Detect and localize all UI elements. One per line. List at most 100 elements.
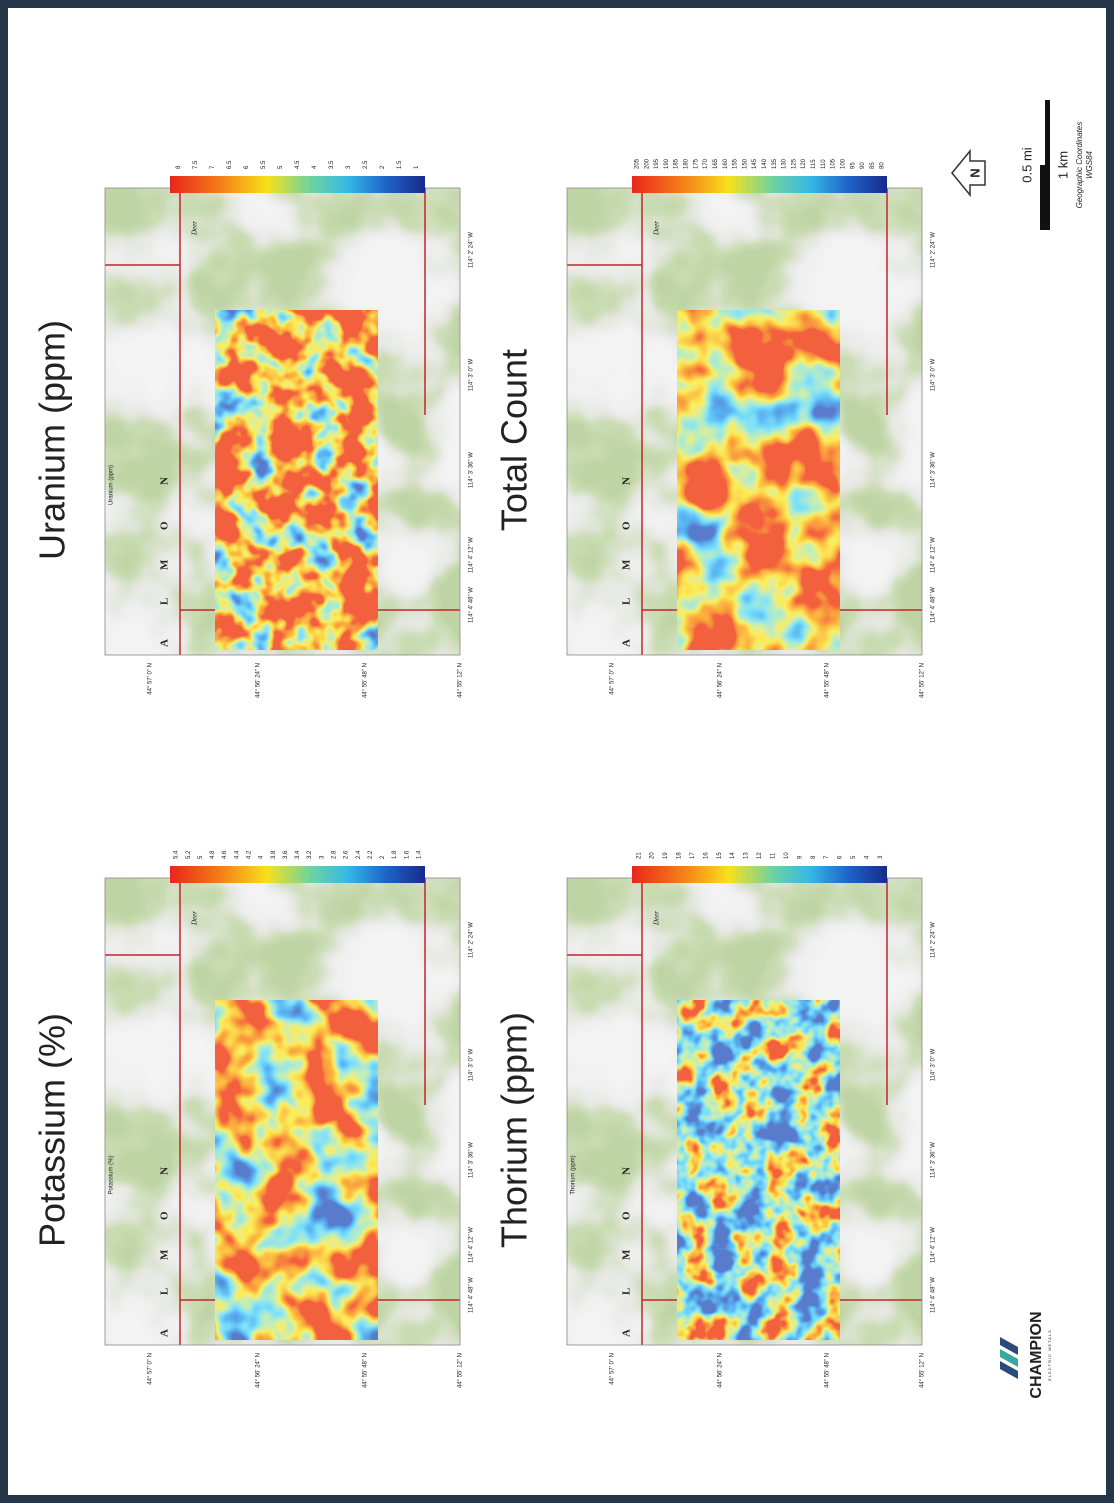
- place-label: Deer: [191, 221, 199, 236]
- colorbar-label: 3.5: [329, 160, 335, 169]
- longitude-label: 114° 3' 36" W: [931, 1142, 937, 1178]
- latitude-label: 44° 57' 0" N: [610, 1353, 616, 1385]
- colorbar-label: 18: [677, 852, 683, 859]
- map-letter: M: [621, 1249, 633, 1260]
- latitude-label: 44° 56' 24" N: [718, 1353, 724, 1388]
- colorbar-label: 140: [762, 158, 768, 169]
- colorbar-label: 16: [703, 852, 709, 859]
- colorbar-label: 6.5: [227, 160, 233, 169]
- longitude-label: 114° 3' 0" W: [469, 1048, 475, 1081]
- logo-tagline: ELECTRIC METALS: [1047, 1329, 1052, 1381]
- longitude-label: 114° 4' 48" W: [931, 1277, 937, 1313]
- scale-bar-segment: [1040, 100, 1045, 165]
- latitude-label: 44° 57' 0" N: [610, 663, 616, 695]
- place-label: Deer: [191, 911, 199, 926]
- colorbar-label: 3.2: [307, 850, 313, 859]
- colorbar-label: 85: [870, 162, 876, 169]
- colorbar-label: 13: [744, 852, 750, 859]
- colorbar-label: 2.4: [356, 850, 362, 859]
- map-letter: O: [159, 1211, 171, 1220]
- place-label: Deer: [653, 221, 661, 236]
- colorbar-label: 7.5: [193, 160, 199, 169]
- map-subtitle: Thorium (ppm): [571, 1155, 577, 1194]
- map-letter: N: [159, 477, 171, 485]
- colorbar-label: 100: [840, 158, 846, 169]
- longitude-label: 114° 3' 36" W: [469, 452, 475, 488]
- colorbar-label: 2.2: [368, 850, 374, 859]
- map-letter: A: [159, 639, 171, 647]
- map-letter: L: [159, 1288, 171, 1295]
- map-letter: N: [621, 477, 633, 485]
- colorbar-label: 190: [664, 158, 670, 169]
- colorbar-label: 11: [770, 852, 776, 859]
- colorbar-label: 180: [684, 158, 690, 169]
- colorbar-label: 2.6: [344, 850, 350, 859]
- colorbar-label: 175: [693, 158, 699, 169]
- colorbar-label: 80: [880, 162, 886, 169]
- colorbar-label: 5.2: [186, 850, 192, 859]
- longitude-label: 114° 4' 48" W: [469, 1277, 475, 1313]
- map-letter: N: [621, 1167, 633, 1175]
- longitude-label: 114° 4' 48" W: [469, 587, 475, 623]
- colorbar-label: 155: [733, 158, 739, 169]
- longitude-label: 114° 4' 48" W: [931, 587, 937, 623]
- survey-heatmap: [215, 1000, 378, 1340]
- latitude-label: 44° 55' 12" N: [920, 663, 926, 698]
- colorbar-label: 15: [717, 852, 723, 859]
- longitude-label: 114° 2' 24" W: [931, 922, 937, 958]
- colorbar-label: 10: [784, 852, 790, 859]
- latitude-label: 44° 57' 0" N: [148, 1353, 154, 1385]
- longitude-label: 114° 3' 0" W: [469, 358, 475, 391]
- longitude-label: 114° 4' 12" W: [469, 1227, 475, 1263]
- colorbar-label: 3.4: [295, 850, 301, 859]
- map-letter: O: [159, 521, 171, 530]
- colorbar-label: 105: [831, 158, 837, 169]
- colorbar-label: 95: [850, 162, 856, 169]
- colorbar-label: 4.5: [295, 160, 301, 169]
- longitude-label: 114° 3' 0" W: [931, 358, 937, 391]
- colorbar-label: 1.5: [397, 160, 403, 169]
- colorbar-label: 5.4: [174, 850, 180, 859]
- colorbar-label: 90: [860, 162, 866, 169]
- place-label: Deer: [653, 911, 661, 926]
- colorbar-label: 150: [742, 158, 748, 169]
- panel-title: Uranium (ppm): [32, 320, 73, 560]
- page: N 0.5 mi 1 km Geographic Coordinates WGS…: [0, 0, 1114, 1503]
- longitude-label: 114° 2' 24" W: [469, 922, 475, 958]
- colorbar-label: 145: [752, 158, 758, 169]
- panel-title: Thorium (ppm): [494, 1012, 535, 1248]
- longitude-label: 114° 4' 12" W: [931, 537, 937, 573]
- colorbar-label: 160: [723, 158, 729, 169]
- latitude-label: 44° 56' 24" N: [256, 1353, 262, 1388]
- colorbar-label: 17: [690, 852, 696, 859]
- longitude-label: 114° 2' 24" W: [469, 232, 475, 268]
- map-letter: M: [159, 559, 171, 570]
- colorbar-label: 170: [703, 158, 709, 169]
- colorbar-label: 21: [636, 852, 642, 859]
- colorbar-label: 1.4: [417, 850, 423, 859]
- map-letter: O: [621, 521, 633, 530]
- colorbar-label: 2.5: [363, 160, 369, 169]
- colorbar-label: 120: [801, 158, 807, 169]
- latitude-label: 44° 55' 12" N: [458, 663, 464, 698]
- colorbar-label: 130: [782, 158, 788, 169]
- north-label: N: [967, 168, 982, 177]
- map-letter: M: [621, 559, 633, 570]
- longitude-label: 114° 4' 12" W: [931, 1227, 937, 1263]
- latitude-label: 44° 55' 12" N: [920, 1353, 926, 1388]
- latitude-label: 44° 55' 48" N: [363, 1353, 369, 1388]
- colorbar-label: 20: [650, 852, 656, 859]
- longitude-label: 114° 3' 36" W: [931, 452, 937, 488]
- colorbar-label: 115: [811, 159, 817, 169]
- map-letter: O: [621, 1211, 633, 1220]
- map-letter: A: [621, 1329, 633, 1337]
- longitude-label: 114° 4' 12" W: [469, 537, 475, 573]
- latitude-label: 44° 56' 24" N: [256, 663, 262, 698]
- colorbar-label: 195: [654, 158, 660, 169]
- map-subtitle: Potassium (%): [109, 1155, 115, 1194]
- map-letter: A: [621, 639, 633, 647]
- map-letter: L: [621, 1288, 633, 1295]
- colorbar-label: 4.8: [210, 850, 216, 859]
- colorbar-label: 125: [791, 158, 797, 169]
- colorbar-label: 12: [757, 852, 763, 859]
